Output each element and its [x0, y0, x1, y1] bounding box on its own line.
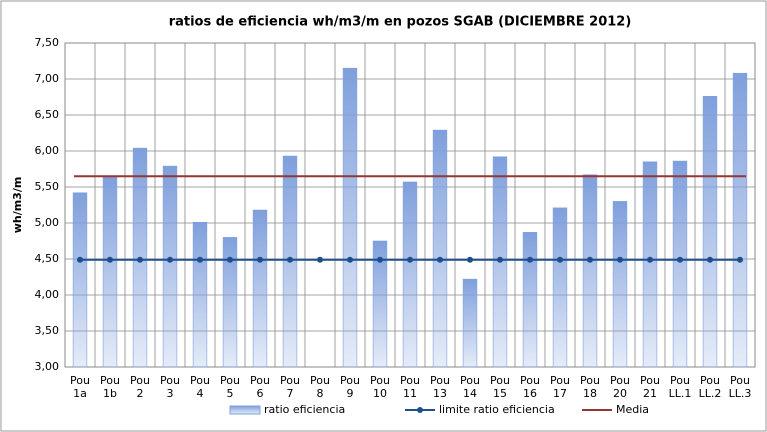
line-marker — [587, 256, 593, 263]
x-tick-label: Pou LL.1 — [668, 374, 692, 400]
x-tick-label: Pou 17 — [550, 374, 570, 400]
x-tick-label: Pou 11 — [400, 374, 420, 400]
legend-swatch — [229, 405, 261, 415]
bar — [642, 161, 658, 368]
bar — [192, 221, 208, 368]
line-marker — [497, 256, 503, 263]
bar — [522, 232, 538, 368]
bar — [72, 192, 88, 368]
x-tick-label: Pou 18 — [580, 374, 600, 400]
line-marker — [377, 256, 383, 263]
bar — [672, 160, 688, 368]
x-tick-label: Pou 3 — [160, 374, 180, 400]
x-tick-label: Pou 16 — [520, 374, 540, 400]
x-tick-label: Pou LL.3 — [728, 374, 752, 400]
x-tick-label: Pou 1b — [100, 374, 120, 400]
legend-label: ratio eficiencia — [264, 403, 345, 416]
x-tick-label: Pou 21 — [640, 374, 660, 400]
line-marker — [317, 256, 323, 263]
line-marker — [407, 256, 413, 263]
chart-title: ratios de eficiencia wh/m3/m en pozos SG… — [169, 15, 632, 30]
x-tick-label: Pou 20 — [610, 374, 630, 400]
line-marker — [737, 256, 743, 263]
y-tick-label: 3,50 — [35, 324, 60, 337]
y-axis-label: wh/m3/m — [11, 177, 24, 234]
line-marker — [227, 256, 233, 263]
line-marker — [167, 256, 173, 263]
x-tick-label: Pou 7 — [280, 374, 300, 400]
bar — [222, 237, 238, 368]
line-marker — [677, 256, 683, 263]
bar — [612, 201, 628, 368]
legend-label: Media — [616, 403, 649, 416]
legend-marker — [417, 407, 423, 413]
x-tick-label: Pou 4 — [190, 374, 210, 400]
y-tick-label: 7,00 — [35, 72, 60, 85]
bar — [702, 95, 718, 368]
x-tick-label: Pou 15 — [490, 374, 510, 400]
x-tick-label: Pou 8 — [310, 374, 330, 400]
x-tick-label: Pou 10 — [370, 374, 390, 400]
bar — [342, 67, 358, 368]
x-tick-label: Pou 13 — [430, 374, 450, 400]
line-marker — [77, 256, 83, 263]
line-marker — [137, 256, 143, 263]
x-tick-label: Pou 9 — [340, 374, 360, 400]
x-tick-label: Pou 2 — [130, 374, 150, 400]
line-marker — [437, 256, 443, 263]
bar — [402, 181, 418, 368]
line-marker — [467, 256, 473, 263]
x-tick-label: Pou 1a — [70, 374, 90, 400]
x-tick-label: Pou 5 — [220, 374, 240, 400]
line-marker — [257, 256, 263, 263]
y-tick-label: 7,50 — [35, 36, 60, 49]
line-marker — [287, 256, 293, 263]
legend-label: limite ratio eficiencia — [439, 403, 555, 416]
x-tick-label: Pou 14 — [460, 374, 480, 400]
y-tick-label: 3,00 — [35, 360, 60, 373]
line-marker — [107, 256, 113, 263]
y-tick-label: 6,00 — [35, 144, 60, 157]
y-tick-label: 4,00 — [35, 288, 60, 301]
bar — [552, 207, 568, 368]
bar — [252, 209, 268, 368]
bar — [582, 174, 598, 368]
y-tick-label: 5,00 — [35, 216, 60, 229]
line-marker — [617, 256, 623, 263]
y-tick-label: 4,50 — [35, 252, 60, 265]
bar — [372, 240, 388, 368]
bar — [102, 175, 118, 368]
line-marker — [347, 256, 353, 263]
line-marker — [707, 256, 713, 263]
bar — [162, 165, 178, 368]
bar — [432, 129, 448, 368]
y-tick-label: 6,50 — [35, 108, 60, 121]
x-tick-label: Pou 6 — [250, 374, 270, 400]
line-marker — [197, 256, 203, 263]
line-marker — [647, 256, 653, 263]
bar — [732, 72, 748, 368]
bar — [462, 278, 478, 368]
x-tick-label: Pou LL.2 — [698, 374, 722, 400]
y-tick-label: 5,50 — [35, 180, 60, 193]
line-marker — [527, 256, 533, 263]
line-marker — [557, 256, 563, 263]
